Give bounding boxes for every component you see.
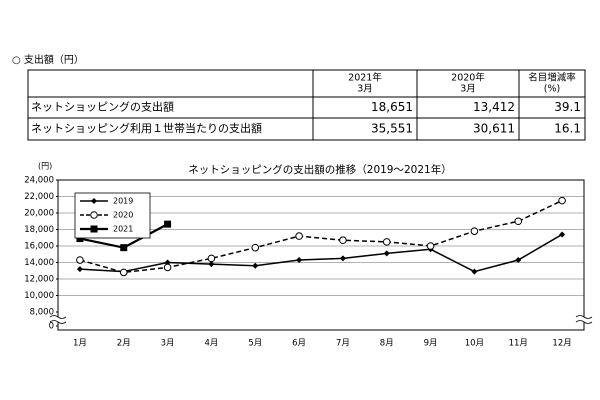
marker: [252, 262, 259, 269]
marker: [91, 198, 97, 204]
x-tick-label: 6月: [292, 339, 306, 349]
marker: [383, 250, 390, 257]
x-tick-label: 7月: [336, 339, 350, 349]
x-tick-label: 12月: [552, 339, 571, 349]
x-tick-label: 11月: [509, 339, 528, 349]
chart-title: ネットショッピングの支出額の推移（2019～2021年）: [188, 163, 451, 176]
row-label: ネットショッピング利用１世帯当たりの支出額: [31, 121, 262, 135]
column-header: 2020年: [451, 72, 485, 84]
legend-label: 2019: [113, 197, 133, 206]
cell-value: 39.1: [554, 100, 581, 114]
series-line: [79, 199, 563, 274]
y-tick-label: 16,000: [24, 242, 54, 252]
marker: [339, 255, 346, 262]
marker: [339, 236, 347, 245]
marker: [90, 211, 98, 219]
y-tick-label: 0: [49, 322, 54, 332]
marker: [208, 261, 215, 268]
legend-label: 2021: [113, 225, 133, 234]
x-tick-label: 2月: [117, 339, 131, 349]
marker: [163, 263, 172, 272]
x-tick-label: 4月: [204, 339, 218, 349]
marker: [76, 235, 84, 243]
table-frame: [27, 69, 586, 141]
marker: [559, 231, 566, 238]
marker: [558, 196, 566, 205]
series-line: [79, 233, 563, 273]
cell-value: 30,611: [473, 122, 515, 136]
marker: [426, 242, 435, 250]
marker: [471, 268, 478, 275]
marker: [119, 268, 128, 277]
marker: [514, 217, 523, 226]
y-tick-label: 18,000: [24, 225, 54, 235]
y-tick-label: 22,000: [24, 192, 54, 202]
marker: [76, 256, 84, 264]
marker: [295, 232, 303, 240]
axis-break-line: [49, 320, 67, 324]
cell-value: 18,651: [371, 100, 413, 114]
x-tick-label: 5月: [248, 339, 262, 349]
column-header: 2021年: [348, 72, 382, 84]
cell-value: 35,551: [371, 122, 413, 136]
marker: [207, 254, 216, 263]
y-axis-label: (円): [38, 162, 52, 171]
y-tick-label: 8,000: [30, 308, 54, 318]
marker: [382, 238, 391, 246]
y-tick-label: 10,000: [24, 291, 54, 301]
column-header: 3月: [460, 84, 476, 95]
axis-break: [576, 317, 592, 322]
axis-break-line: [575, 320, 593, 324]
marker: [76, 266, 83, 273]
x-tick-label: 1月: [73, 339, 87, 349]
x-tick-label: 8月: [380, 339, 394, 349]
plot-frame: [57, 179, 585, 331]
row-label: ネットショッピングの支出額: [31, 100, 174, 114]
section-title: ○ 支出額（円）: [12, 53, 84, 66]
y-tick-label: 24,000: [24, 176, 54, 186]
y-tick-label: 14,000: [24, 258, 54, 268]
x-tick-label: 10月: [465, 339, 484, 349]
legend-label: 2020: [113, 211, 133, 220]
cell-value: 16.1: [554, 122, 581, 136]
column-header: (%): [544, 84, 560, 95]
y-tick-label: 12,000: [24, 275, 54, 285]
axis-break-line: [575, 315, 593, 319]
x-tick-label: 3月: [161, 339, 175, 349]
marker: [515, 257, 522, 264]
marker: [296, 257, 303, 264]
axis-break: [50, 317, 66, 322]
cell-value: 13,412: [473, 100, 515, 114]
column-header: 名目増減率: [528, 72, 576, 84]
x-tick-label: 9月: [424, 339, 438, 349]
column-header: 3月: [357, 84, 373, 95]
marker: [164, 220, 172, 228]
marker: [90, 225, 98, 233]
axis-break-line: [49, 315, 67, 319]
marker: [470, 227, 479, 235]
marker: [251, 243, 260, 252]
marker: [120, 244, 128, 252]
y-tick-label: 20,000: [24, 209, 54, 219]
